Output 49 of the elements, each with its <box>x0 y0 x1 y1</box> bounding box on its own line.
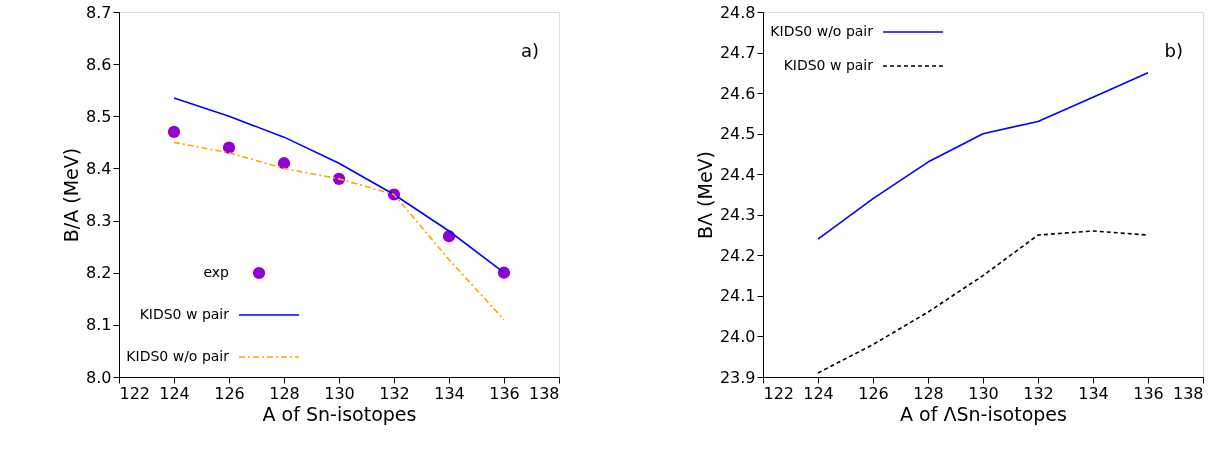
y-tick-label: 8.2 <box>86 263 112 283</box>
annotation: b) <box>1164 40 1183 61</box>
y-axis-title: BΛ (MeV) <box>693 151 716 239</box>
y-tick-label: 8.3 <box>86 211 112 231</box>
y-tick-label: 24.7 <box>719 43 756 63</box>
legend-label: KIDS0 w pair <box>139 306 230 322</box>
x-tick-label: 136 <box>1133 383 1164 403</box>
x-tick-label: 126 <box>214 383 245 403</box>
y-tick-label: 8.0 <box>86 367 112 387</box>
x-tick-label: 122 <box>763 383 795 403</box>
x-tick-label: 128 <box>913 383 944 403</box>
y-tick-label: 24.2 <box>719 245 756 265</box>
y-tick-label: 23.9 <box>719 367 756 387</box>
y-tick-label: 24.1 <box>719 286 756 306</box>
x-tick-label: 138 <box>528 383 560 403</box>
line-series <box>817 230 1149 374</box>
line-series <box>817 72 1149 240</box>
y-tick-label: 24.5 <box>719 124 756 144</box>
x-tick-label: 132 <box>379 383 410 403</box>
y-axis-title: B/A (MeV) <box>60 147 83 243</box>
x-tick-label: 132 <box>1023 383 1054 403</box>
y-tick-label: 8.5 <box>86 106 112 126</box>
x-tick-label: 124 <box>159 383 190 403</box>
y-tick-label: 8.4 <box>86 158 112 178</box>
legend-label: KIDS0 w/o pair <box>126 348 230 364</box>
y-tick-label: 24.4 <box>719 164 756 184</box>
x-tick-label: 130 <box>968 383 999 403</box>
y-tick-label: 24.8 <box>719 2 756 22</box>
x-tick-label: 138 <box>1172 383 1204 403</box>
x-tick-label: 122 <box>119 383 151 403</box>
legend-label: exp <box>203 264 230 280</box>
y-tick-label: 8.1 <box>86 315 112 335</box>
y-tick-label: 24.0 <box>719 326 756 346</box>
y-tick-label: 24.6 <box>719 83 756 103</box>
x-axis-title: A of Sn-isotopes <box>262 402 417 425</box>
x-tick-label: 128 <box>269 383 300 403</box>
x-tick-label: 126 <box>858 383 889 403</box>
x-tick-label: 134 <box>1078 383 1109 403</box>
annotation: a) <box>520 40 539 61</box>
y-tick-label: 8.7 <box>86 2 112 22</box>
x-tick-label: 134 <box>434 383 465 403</box>
x-tick-label: 124 <box>803 383 834 403</box>
x-axis-title: A of ΛSn-isotopes <box>900 402 1067 425</box>
x-tick-label: 136 <box>489 383 520 403</box>
x-tick-label: 130 <box>324 383 355 403</box>
y-tick-label: 8.6 <box>86 54 112 74</box>
y-tick-label: 24.3 <box>719 205 756 225</box>
legend-label: KIDS0 w/o pair <box>770 23 874 39</box>
legend-label: KIDS0 w pair <box>783 57 874 73</box>
